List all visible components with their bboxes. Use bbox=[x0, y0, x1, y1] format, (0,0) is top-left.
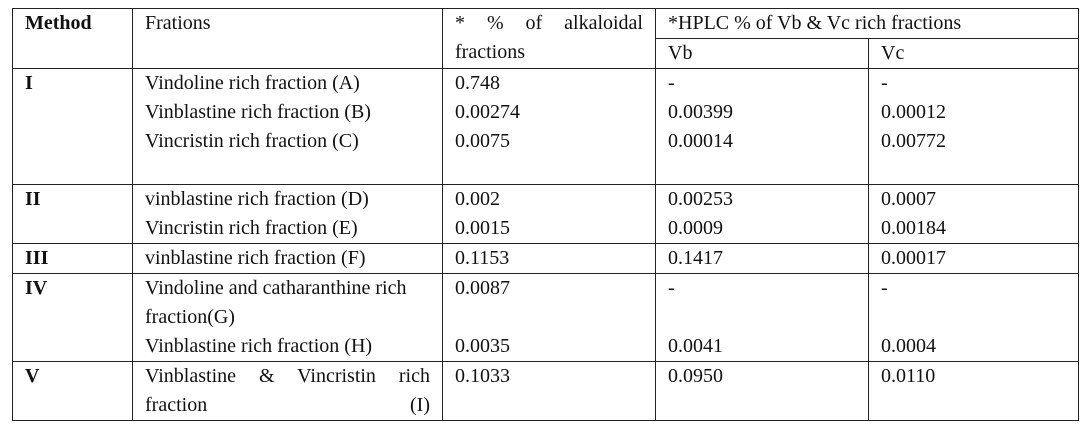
vb-cell: - bbox=[655, 273, 869, 332]
table-row: IV Vindoline and catharanthine rich fract… bbox=[12, 273, 1080, 362]
method-cell: II bbox=[12, 184, 133, 244]
header-cell: Frations bbox=[132, 8, 443, 69]
header-cell: Vc bbox=[867, 38, 1080, 69]
alkaloidal-cell: 0.002 bbox=[442, 184, 656, 214]
method-cell: III bbox=[12, 243, 133, 274]
fraction-cell: Vindoline and catharanthine rich fractio… bbox=[132, 273, 443, 332]
vc-cell: 0.0007 bbox=[867, 184, 1080, 214]
fraction-cell: Vincristin rich fraction (E) bbox=[132, 214, 443, 244]
vb-cell: - bbox=[655, 68, 869, 98]
fraction-cell: Vinblastine & Vincristin rich fraction (… bbox=[132, 361, 443, 421]
table-row: V Vinblastine & Vincristin rich fraction … bbox=[12, 361, 1080, 421]
alkaloidal-cell: 0.1033 bbox=[442, 361, 656, 421]
vc-cell: - bbox=[867, 273, 1080, 332]
alkaloidal-cell: 0.00274 bbox=[442, 98, 656, 127]
header-cell: *HPLC % of Vb & Vc rich fractions bbox=[654, 8, 1080, 39]
alkaloidal-cell: 0.0075 bbox=[442, 127, 656, 185]
vb-cell: 0.00253 bbox=[655, 184, 869, 214]
table-row: Vinblastine rich fraction (B) 0.00274 0.00… bbox=[13, 98, 1080, 127]
method-cell: V bbox=[12, 361, 133, 421]
alkaloidal-cell: 0.748 bbox=[442, 68, 656, 98]
table-row: Vinblastine rich fraction (H) 0.0035 0.004… bbox=[13, 332, 1080, 362]
table-body: I Vindoline rich fraction (A) 0.748- - Vinbl… bbox=[12, 68, 1080, 421]
vc-cell: 0.00017 bbox=[867, 243, 1080, 274]
vc-cell: 0.0110 bbox=[867, 361, 1080, 421]
table-row: Vincristin rich fraction (C) 0.0075 0.0001… bbox=[13, 127, 1080, 185]
fraction-cell: Vindoline rich fraction (A) bbox=[132, 68, 443, 98]
alkaloidal-cell: 0.0087 bbox=[442, 273, 656, 332]
table-row: I Vindoline rich fraction (A) 0.748- - bbox=[12, 68, 1080, 185]
method-cell: I bbox=[12, 68, 133, 185]
fraction-cell: Vinblastine rich fraction (H) bbox=[132, 332, 443, 362]
table-row: III vinblastine rich fraction (F) 0.1153 0.… bbox=[12, 243, 1080, 274]
alkaloidal-cell: 0.1153 bbox=[442, 243, 656, 274]
header-cell: Vb bbox=[655, 38, 869, 69]
vb-cell: 0.00014 bbox=[655, 127, 869, 185]
alkaloidal-cell: 0.0035 bbox=[442, 332, 656, 362]
table-row: II vinblastine rich fraction (D) 0.002 0.00… bbox=[12, 184, 1080, 244]
vb-cell: 0.00399 bbox=[655, 98, 869, 127]
vc-cell: 0.00184 bbox=[867, 214, 1080, 244]
table-row: Vincristin rich fraction (E) 0.0015 0.0009… bbox=[13, 214, 1080, 244]
vc-cell: 0.00772 bbox=[867, 127, 1080, 185]
data-table: Method Frations * % of alkaloidal fracti… bbox=[12, 8, 1080, 421]
vb-cell: 0.0950 bbox=[655, 361, 869, 421]
method-cell: IV bbox=[12, 273, 133, 362]
alkaloidal-cell: 0.0015 bbox=[442, 214, 656, 244]
vb-cell: 0.0041 bbox=[655, 332, 869, 362]
table-header: Method Frations * % of alkaloidal fracti… bbox=[12, 8, 1080, 69]
vc-cell: 0.00012 bbox=[867, 98, 1080, 127]
vb-cell: 0.1417 bbox=[655, 243, 869, 274]
fraction-cell: Vincristin rich fraction (C) bbox=[132, 127, 443, 185]
fraction-cell: Vinblastine rich fraction (B) bbox=[132, 98, 443, 127]
vc-cell: - bbox=[867, 68, 1080, 98]
vb-cell: 0.0009 bbox=[655, 214, 869, 244]
vc-cell: 0.0004 bbox=[867, 332, 1080, 362]
fraction-cell: vinblastine rich fraction (D) bbox=[132, 184, 443, 214]
header-cell: Method bbox=[12, 8, 133, 69]
header-cell: * % of alkaloidal fractions bbox=[442, 8, 656, 69]
fraction-cell: vinblastine rich fraction (F) bbox=[132, 243, 443, 274]
